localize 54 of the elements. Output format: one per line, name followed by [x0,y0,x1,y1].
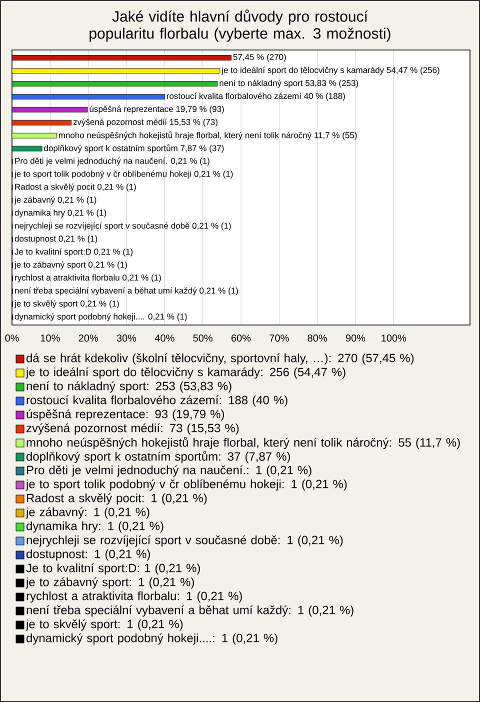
data-label: je to ideální sport do tělocvičny s kamarády 54,47 % (256) [221,66,440,75]
x-tick-label: 10% [40,334,60,342]
x-tick-label: 50% [193,334,212,342]
x-tick-label: 0% [5,334,19,342]
legend-label: Je to kvalitní sport:D: 1 (0,21 %) [26,563,200,575]
data-label: nejrychleji se rozvíjející sport v současné době 0,21 % (1) [15,222,231,230]
legend-label: dá se hrát kdekoliv (školní tělocvičny, sportovní haly, …): 270 (57,45 %) [26,353,414,365]
data-label: doplňkový sport k ostatním sportům 7,87 % (37) [44,144,224,153]
x-tick-label: 20% [78,334,98,342]
legend-label: je zábavný: 1 (0,21 %) [26,507,150,519]
data-label: Je to kvalitní sport:D 0,21 % (1) [14,248,133,256]
legend-label: zvýšená pozornost médií: 73 (15,53 %) [26,423,239,435]
data-label: je to sport tolik podobný v čr oblíbenému hokeji 0,21 % (1) [14,170,233,179]
data-label: mnoho neúspěšných hokejistů hraje florbal, který není tolik náročný 11,7 % (55) [58,131,357,140]
x-tick-label: 90% [346,334,366,342]
legend-label: úspěšná reprezentace: 93 (19,79 %) [26,409,224,421]
x-tick-label: 40% [154,334,174,342]
legend-label: Radost a skvělý pocit: 1 (0,21 %) [26,493,207,505]
x-tick-label: 70% [270,334,289,342]
x-tick-label: 100% [382,334,406,342]
legend-label: rostoucí kvalita florbalového zázemí: 188 (40 %) [26,395,288,407]
legend-label: mnoho neúspěšných hokejistů hraje florbal, který není tolik náročný: 55 (11,7 %) [26,436,460,450]
legend-label: rychlost a atraktivita florbalu: 1 (0,21 %) [26,591,242,603]
data-label: není třeba speciální vybavení a běhat umí každý 0,21 % (1) [15,287,238,296]
legend-label: dynamika hry: 1 (0,21 %) [26,521,164,533]
x-tick-label: 60% [231,334,251,342]
legend-label: je to zábavný sport: 1 (0,21 %) [26,577,194,589]
data-label: je to skvělý sport 0,21 % (1) [14,300,119,308]
legend-label: nejrychleji se rozvíjející sport v současné době: 1 (0,21 %) [26,535,343,547]
legend-label: není třeba speciální vybavení a běhat umí každý: 1 (0,21 %) [26,605,354,617]
data-label: je zábavný 0,21 % (1) [14,196,96,204]
data-label: Radost a skvělý pocit 0,21 % (1) [15,183,136,192]
legend-label: dynamický sport podobný hokeji....: 1 (0,21 %) [26,633,278,645]
legend-label: není to nákladný sport: 253 (53,83 %) [26,381,232,393]
legend-label: je to skvělý sport: 1 (0,21 %) [26,619,183,631]
data-label: rostoucí kvalita florbalového zázemí 40 % (188) [166,92,345,101]
chart-title: Jaké vidíte hlavní důvody pro rostoucí popularitu florbalu (vyberte max. 3 možnosti) [90,10,390,42]
data-label: dynamika hry 0,21 % (1) [14,209,106,218]
data-label: dostupnost 0,21 % (1) [14,235,98,244]
data-label: Pro děti je velmi jednoduchý na naučení. 0,21 % (1) [15,158,210,166]
legend-label: doplňkový sport k ostatním sportům: 37 (7,87 %) [26,450,290,464]
data-label: rychlost a atraktivita florbalu 0,21 % (1) [15,274,161,282]
data-label: dynamický sport podobný hokeji.... 0,21 % (1) [14,313,187,322]
legend-label: Pro děti je velmi jednoduchý na naučení.: 1 (0,21 %) [26,465,312,477]
legend-label: je to ideální sport do tělocvičny s kamarády: 256 (54,47 %) [26,367,346,379]
legend-label: je to sport tolik podobný v čr oblíbenému hokeji: 1 (0,21 %) [26,479,347,491]
x-tick-label: 30% [116,334,136,342]
data-label: úspěšná reprezentace 19,79 % (93) [90,106,224,114]
data-label: není to nákladný sport 53,83 % (253) [220,80,358,88]
data-label: zvýšená pozornost médií 15,53 % (73) [73,118,218,127]
data-label: je to zábavný sport 0,21 % (1) [14,261,127,270]
legend-label: dostupnost: 1 (0,21 %) [26,549,150,561]
data-label: 57,45 % (270) [233,54,286,62]
x-tick-label: 80% [308,334,327,342]
